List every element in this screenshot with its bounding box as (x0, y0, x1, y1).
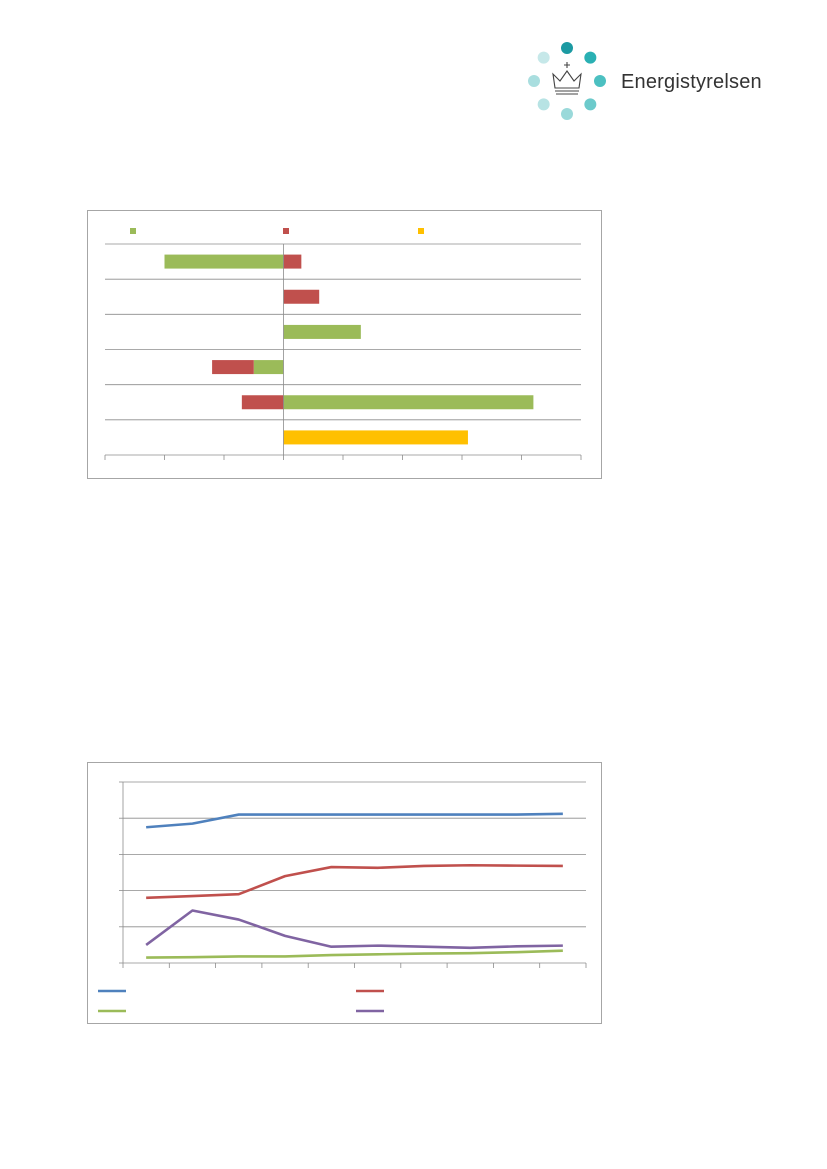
bar (283, 430, 468, 445)
logo-dot (561, 108, 573, 120)
logo-dot (561, 42, 573, 54)
legend-marker (283, 228, 289, 234)
bar (212, 360, 254, 375)
energistyrelsen-logo: Energistyrelsen (524, 38, 764, 128)
line-chart-svg (98, 781, 587, 1013)
series-line (146, 812, 563, 829)
logo-dot (584, 98, 597, 111)
bar (253, 360, 284, 375)
logo-dot (528, 75, 540, 87)
line-chart (87, 762, 602, 1024)
logo-dot-ring (528, 42, 606, 120)
bar (283, 324, 361, 339)
bar (283, 395, 534, 410)
legend-marker (418, 228, 424, 234)
logo-dot (537, 98, 550, 111)
logo-dot (537, 51, 550, 64)
legend-marker (130, 228, 136, 234)
series-line (145, 909, 563, 950)
bar (164, 254, 284, 269)
bar-chart-svg (104, 228, 582, 460)
logo-text: Energistyrelsen (621, 71, 762, 93)
bar (241, 395, 284, 410)
series-line (146, 949, 563, 959)
bar (283, 254, 302, 269)
crown-icon (552, 62, 582, 95)
logo-dot (584, 51, 597, 64)
bar (283, 289, 320, 304)
series-line (146, 863, 563, 900)
horizontal-bar-chart (87, 210, 602, 479)
logo-dot (594, 75, 606, 87)
